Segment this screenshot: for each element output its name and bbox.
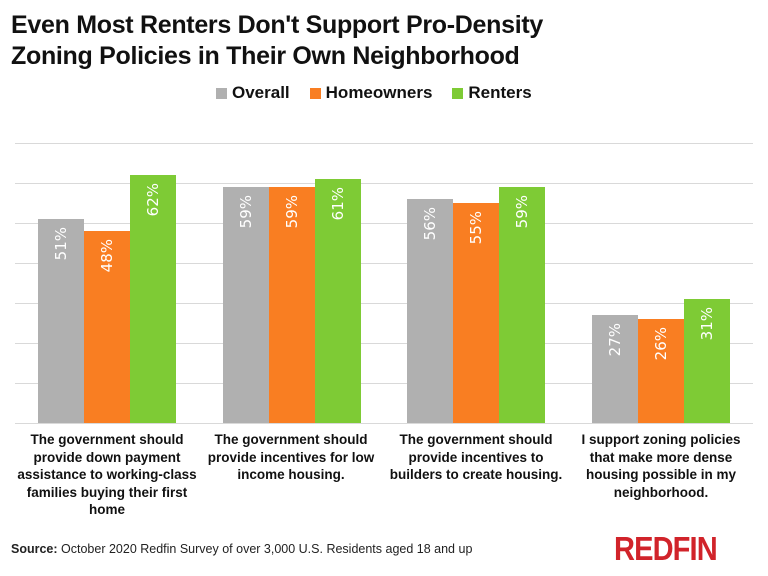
bar-value-label: 55% bbox=[467, 211, 485, 245]
gridline bbox=[15, 343, 753, 344]
bar-value-label: 61% bbox=[329, 187, 347, 221]
gridline bbox=[15, 183, 753, 184]
bar-value-label: 48% bbox=[98, 239, 116, 273]
bar-overall-low-income: 59% bbox=[223, 187, 269, 423]
legend-swatch-homeowners bbox=[309, 87, 321, 99]
source-label: Source: bbox=[11, 542, 58, 556]
bar-value-label: 51% bbox=[52, 227, 70, 261]
bar-overall-down-payment: 51% bbox=[38, 219, 84, 423]
bar-value-label: 59% bbox=[237, 195, 255, 229]
bar-value-label: 31% bbox=[698, 307, 716, 341]
redfin-logo: REDFIN bbox=[614, 530, 718, 567]
bar-value-label: 26% bbox=[652, 327, 670, 361]
category-label-zoning: I support zoning policies that make more… bbox=[581, 432, 741, 500]
bar-renters-down-payment: 62% bbox=[130, 175, 176, 423]
category-label-builders: The government should provide incentives… bbox=[389, 432, 563, 482]
legend-label-renters: Renters bbox=[468, 83, 532, 102]
bar-value-label: 59% bbox=[513, 195, 531, 229]
bar-overall-zoning: 27% bbox=[592, 315, 638, 423]
legend-label-overall: Overall bbox=[232, 83, 290, 102]
source-text: October 2020 Redfin Survey of over 3,000… bbox=[57, 542, 473, 556]
bar-homeowners-low-income: 59% bbox=[269, 187, 315, 423]
bar-homeowners-down-payment: 48% bbox=[84, 231, 130, 423]
category-label-low-income: The government should provide incentives… bbox=[207, 432, 375, 482]
baseline-axis bbox=[15, 423, 753, 424]
legend-item-homeowners: Homeowners bbox=[309, 83, 433, 103]
gridline bbox=[15, 223, 753, 224]
bar-value-label: 27% bbox=[606, 323, 624, 357]
gridline bbox=[15, 263, 753, 264]
legend-label-homeowners: Homeowners bbox=[325, 83, 433, 102]
bar-homeowners-zoning: 26% bbox=[638, 319, 684, 423]
bar-value-label: 62% bbox=[144, 183, 162, 217]
bar-renters-builders: 59% bbox=[499, 187, 545, 423]
gridline bbox=[15, 383, 753, 384]
chart-title-line-2: Zoning Policies in Their Own Neighborhoo… bbox=[11, 42, 520, 70]
category-label-down-payment: The government should provide down payme… bbox=[17, 432, 197, 517]
legend-swatch-overall bbox=[216, 87, 227, 99]
gridline bbox=[15, 143, 753, 144]
chart-title-line-1: Even Most Renters Don't Support Pro-Dens… bbox=[11, 11, 543, 39]
bar-renters-zoning: 31% bbox=[684, 299, 730, 423]
bar-value-label: 56% bbox=[421, 207, 439, 241]
legend-swatch-renters bbox=[452, 87, 464, 99]
bar-overall-builders: 56% bbox=[407, 199, 453, 423]
source-note: Source: October 2020 Redfin Survey of ov… bbox=[11, 542, 472, 556]
chart-title: Even Most Renters Don't Support Pro-Dens… bbox=[11, 10, 543, 72]
bar-homeowners-builders: 55% bbox=[453, 203, 499, 423]
bar-value-label: 59% bbox=[283, 195, 301, 229]
bar-renters-low-income: 61% bbox=[315, 179, 361, 423]
plot-area: 51% 48% 62% 59% 59% 61% 56% 55% 59% 27% … bbox=[15, 143, 753, 424]
legend-item-overall: Overall bbox=[216, 83, 290, 103]
legend-item-renters: Renters bbox=[452, 83, 532, 103]
chart-legend: Overall Homeowners Renters bbox=[216, 83, 552, 103]
gridline bbox=[15, 303, 753, 304]
